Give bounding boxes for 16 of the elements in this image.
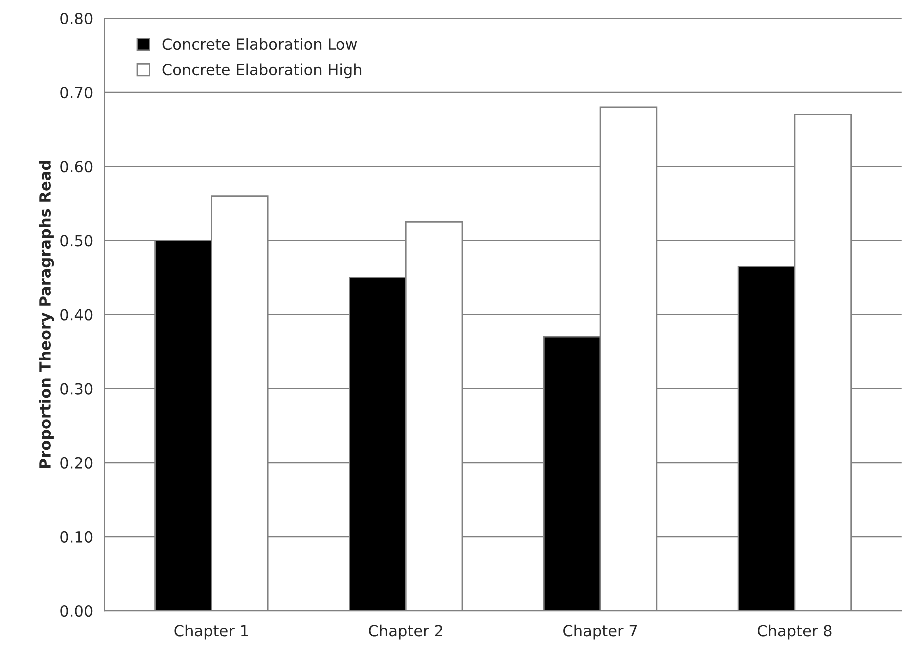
x-tick-label: Chapter 1 bbox=[174, 624, 248, 640]
legend-label: Concrete Elaboration High bbox=[162, 64, 362, 79]
y-tick-label: 0.80 bbox=[60, 13, 93, 25]
y-tick-label: 0.10 bbox=[60, 531, 93, 543]
y-tick-label: 0.00 bbox=[60, 605, 93, 618]
y-tick-label: 0.40 bbox=[60, 309, 93, 321]
x-tick-label: Chapter 8 bbox=[758, 624, 832, 640]
y-tick-label: 0.70 bbox=[60, 87, 93, 99]
y-axis-title: Proportion Theory Paragraphs Read bbox=[39, 161, 54, 468]
y-tick-label: 0.30 bbox=[60, 383, 93, 395]
legend-label: Concrete Elaboration Low bbox=[162, 38, 358, 50]
y-tick-label: 0.20 bbox=[60, 457, 93, 469]
y-tick-label: 0.60 bbox=[60, 161, 93, 173]
y-tick-label: 0.50 bbox=[60, 235, 93, 247]
x-tick-label: Chapter 2 bbox=[369, 624, 442, 640]
x-tick-label: Chapter 7 bbox=[564, 624, 638, 640]
